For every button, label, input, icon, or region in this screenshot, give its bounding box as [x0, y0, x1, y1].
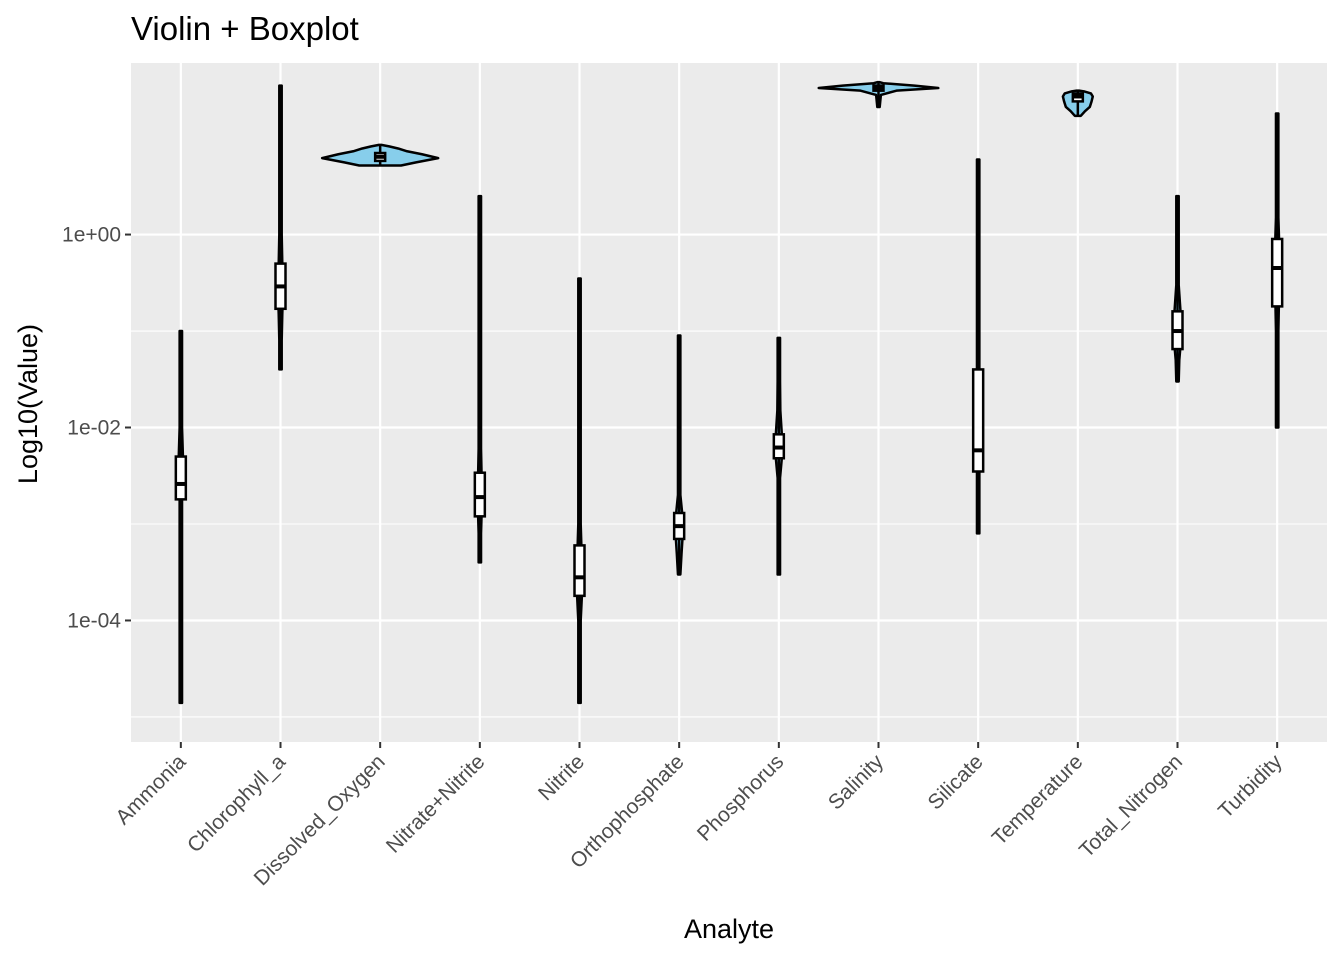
- x-tick-label: Nitrate+Nitrite: [382, 750, 489, 857]
- violin-group: [971, 158, 985, 535]
- x-tick-label: Temperature: [988, 750, 1088, 850]
- y-tick-label: 1e+00: [62, 224, 121, 247]
- y-axis-title: Log10(Value): [13, 324, 43, 484]
- violin-group: [1061, 89, 1095, 118]
- violin-group: [473, 194, 487, 564]
- violin-group: [274, 84, 287, 371]
- box-iqr: [473, 471, 487, 518]
- x-tick-label: Salinity: [824, 750, 888, 814]
- violin-group: [1171, 194, 1184, 383]
- box-iqr: [573, 544, 586, 598]
- box-iqr: [1270, 237, 1284, 308]
- violin-group: [1270, 112, 1284, 429]
- y-tick-label: 1e-04: [67, 609, 121, 632]
- x-axis-title: Analyte: [684, 914, 774, 944]
- y-axis: 1e+00 1e-02 1e-04: [62, 224, 131, 632]
- violin-group: [772, 336, 786, 576]
- box-iqr: [971, 368, 985, 473]
- x-tick-label: Chlorophyll_a: [183, 750, 290, 857]
- x-tick-label: Phosphorus: [693, 750, 789, 846]
- x-tick-label: Turbidity: [1214, 750, 1287, 823]
- x-tick-label: Nitrite: [534, 750, 589, 805]
- violin-group: [573, 277, 586, 705]
- x-tick-label: Total_Nitrogen: [1075, 750, 1187, 862]
- x-axis: AmmoniaChlorophyll_aDissolved_OxygenNitr…: [111, 742, 1287, 890]
- violin-group: [817, 80, 940, 109]
- violin-group: [320, 143, 440, 167]
- violin-group: [672, 334, 686, 576]
- plot-panel: [131, 63, 1327, 742]
- violins: [174, 80, 1284, 705]
- y-tick-label: 1e-02: [67, 417, 121, 440]
- x-tick-label: Silicate: [924, 750, 988, 814]
- x-tick-label: Ammonia: [111, 750, 190, 829]
- chart-title: Violin + Boxplot: [131, 10, 359, 47]
- box-iqr: [174, 455, 188, 501]
- violin-group: [174, 329, 188, 705]
